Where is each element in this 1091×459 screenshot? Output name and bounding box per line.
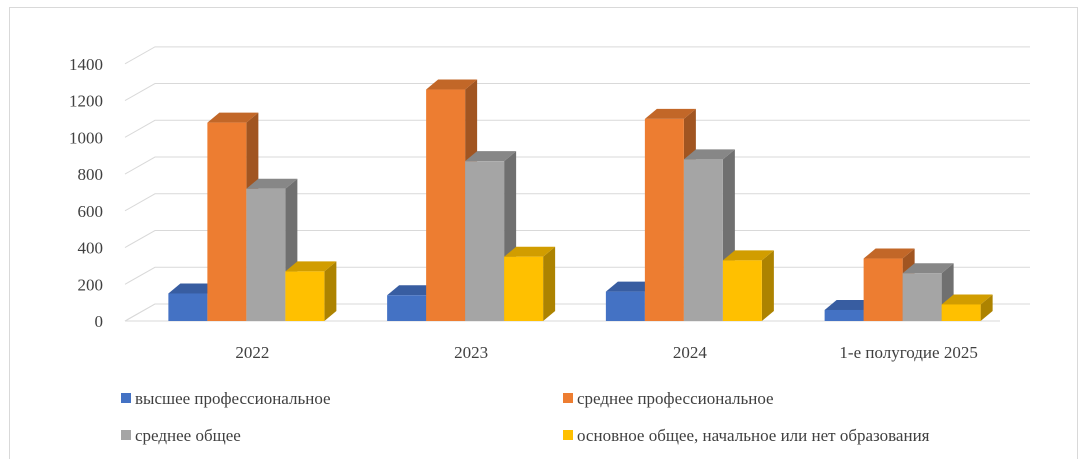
legend-swatch (121, 430, 131, 440)
gridline (124, 193, 1030, 212)
x-tick-label: 1-е полугодие 2025 (839, 343, 977, 362)
bar-side (980, 294, 993, 321)
bar-top (605, 281, 657, 292)
bar-front (941, 304, 981, 321)
bar (722, 250, 774, 321)
bar-top (863, 248, 915, 259)
bar-top (207, 112, 259, 123)
y-tick-label: 200 (78, 275, 104, 294)
bar-front (387, 295, 427, 321)
y-tick-label: 1000 (69, 128, 103, 147)
legend-swatch (563, 430, 573, 440)
bar-top (465, 151, 517, 162)
bar-front (644, 118, 684, 322)
y-tick-label: 1200 (69, 92, 103, 111)
bar-side (761, 250, 774, 321)
legend-item: среднее профессиональное (563, 389, 774, 408)
legend-item: высшее профессиональное (121, 389, 331, 408)
bar-top (722, 250, 774, 261)
legend-swatch (121, 393, 131, 403)
bar-top (824, 299, 876, 310)
bars (168, 79, 993, 322)
gridline (124, 156, 1030, 175)
legend-label: среднее профессиональное (577, 389, 774, 408)
gridline (124, 230, 1030, 248)
legend-swatch (563, 393, 573, 403)
bar (504, 246, 556, 321)
bar-front (683, 159, 723, 321)
bar-front (426, 89, 466, 322)
bar-front (504, 256, 544, 321)
x-tick-label: 2022 (235, 343, 269, 362)
gridline (124, 46, 1030, 65)
bar-top (504, 246, 556, 257)
gridline (124, 83, 1030, 101)
legend-item: среднее общее (121, 426, 241, 445)
bar-top (285, 261, 337, 272)
y-tick-label: 1400 (69, 55, 103, 74)
bar-front (465, 161, 505, 321)
gridlines (124, 46, 1030, 322)
legend-label: основное общее, начальное или нет образо… (577, 426, 930, 445)
x-tick-label: 2024 (673, 343, 708, 362)
legend: высшее профессиональное среднее профессио… (121, 389, 930, 445)
x-tick-label: 2023 (454, 343, 488, 362)
legend-label: высшее профессиональное (135, 389, 331, 408)
y-tick-label: 800 (78, 165, 104, 184)
bar (285, 261, 337, 321)
bar-side (543, 246, 556, 321)
bar-top (941, 294, 993, 305)
bar-side (324, 261, 337, 321)
bar-front (285, 271, 325, 321)
bar (683, 149, 735, 321)
bar-top (644, 108, 696, 119)
bar-front (824, 309, 864, 321)
gridline (124, 119, 1030, 138)
chart-frame (9, 7, 1078, 459)
legend-item: основное общее, начальное или нет образо… (563, 426, 930, 445)
bar-front (605, 291, 645, 321)
bar (465, 151, 517, 321)
bar-top (902, 263, 954, 274)
x-axis: 2022 2023 2024 1-е полугодие 2025 (235, 343, 977, 362)
bar-front (207, 122, 247, 321)
y-tick-label: 0 (95, 312, 104, 331)
bar-front (246, 188, 286, 321)
bar-front (863, 258, 903, 321)
y-tick-label: 400 (78, 239, 104, 258)
bar-front (722, 260, 762, 321)
y-tick-label: 600 (78, 202, 104, 221)
bar-front (902, 273, 942, 321)
bar-front (168, 293, 208, 321)
legend-label: среднее общее (135, 426, 241, 445)
bar-top (246, 178, 298, 189)
y-axis: 0 200 400 600 800 1000 1200 1400 (69, 55, 103, 331)
bar-top (426, 79, 478, 90)
bar-top (683, 149, 735, 160)
bar-top (168, 283, 220, 294)
bar (941, 294, 993, 321)
bar-top (387, 285, 439, 296)
bar (246, 178, 298, 321)
